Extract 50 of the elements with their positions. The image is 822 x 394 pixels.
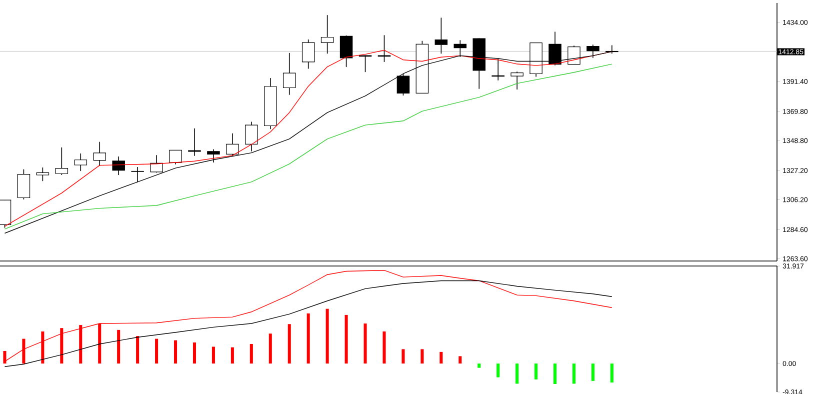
candlestick — [169, 150, 182, 165]
candlestick — [396, 73, 410, 96]
bar — [402, 349, 405, 364]
bar — [268, 334, 272, 364]
candlestick — [358, 54, 372, 72]
candlestick — [245, 121, 258, 152]
candlestick — [55, 147, 68, 176]
bar — [516, 364, 519, 384]
bar — [382, 331, 386, 364]
candlestick — [112, 156, 125, 176]
bar — [478, 364, 481, 368]
candlestick — [17, 168, 30, 200]
bar — [174, 340, 178, 364]
bar — [591, 364, 594, 381]
candlestick — [207, 148, 220, 163]
bar — [117, 330, 120, 364]
candlestick — [302, 39, 315, 70]
candlestick — [93, 141, 106, 166]
candlestick — [340, 35, 353, 68]
line-series — [4, 270, 612, 362]
bar — [458, 356, 462, 364]
bar — [364, 324, 367, 364]
candlestick — [131, 166, 144, 182]
candlestick — [36, 167, 50, 182]
bar — [553, 364, 557, 384]
line-series — [4, 280, 612, 367]
bar — [610, 364, 614, 382]
bar — [572, 364, 576, 384]
bar — [440, 352, 443, 364]
bar — [230, 347, 234, 364]
bar — [534, 364, 538, 380]
bar — [496, 364, 500, 378]
candlestick — [150, 154, 163, 174]
bar — [344, 314, 348, 364]
candlestick — [282, 52, 296, 96]
bar — [306, 313, 310, 364]
candlestick — [320, 14, 334, 54]
bar — [136, 336, 140, 364]
candlestick — [510, 71, 524, 90]
candlestick — [74, 153, 88, 172]
bar — [420, 349, 424, 364]
bar — [155, 338, 158, 364]
bar — [288, 324, 291, 364]
bar — [250, 344, 253, 364]
candlestick — [226, 132, 239, 156]
candlestick — [434, 17, 448, 54]
bar — [212, 346, 215, 364]
bar — [192, 342, 196, 364]
candlestick — [378, 34, 391, 62]
bar — [326, 308, 329, 364]
